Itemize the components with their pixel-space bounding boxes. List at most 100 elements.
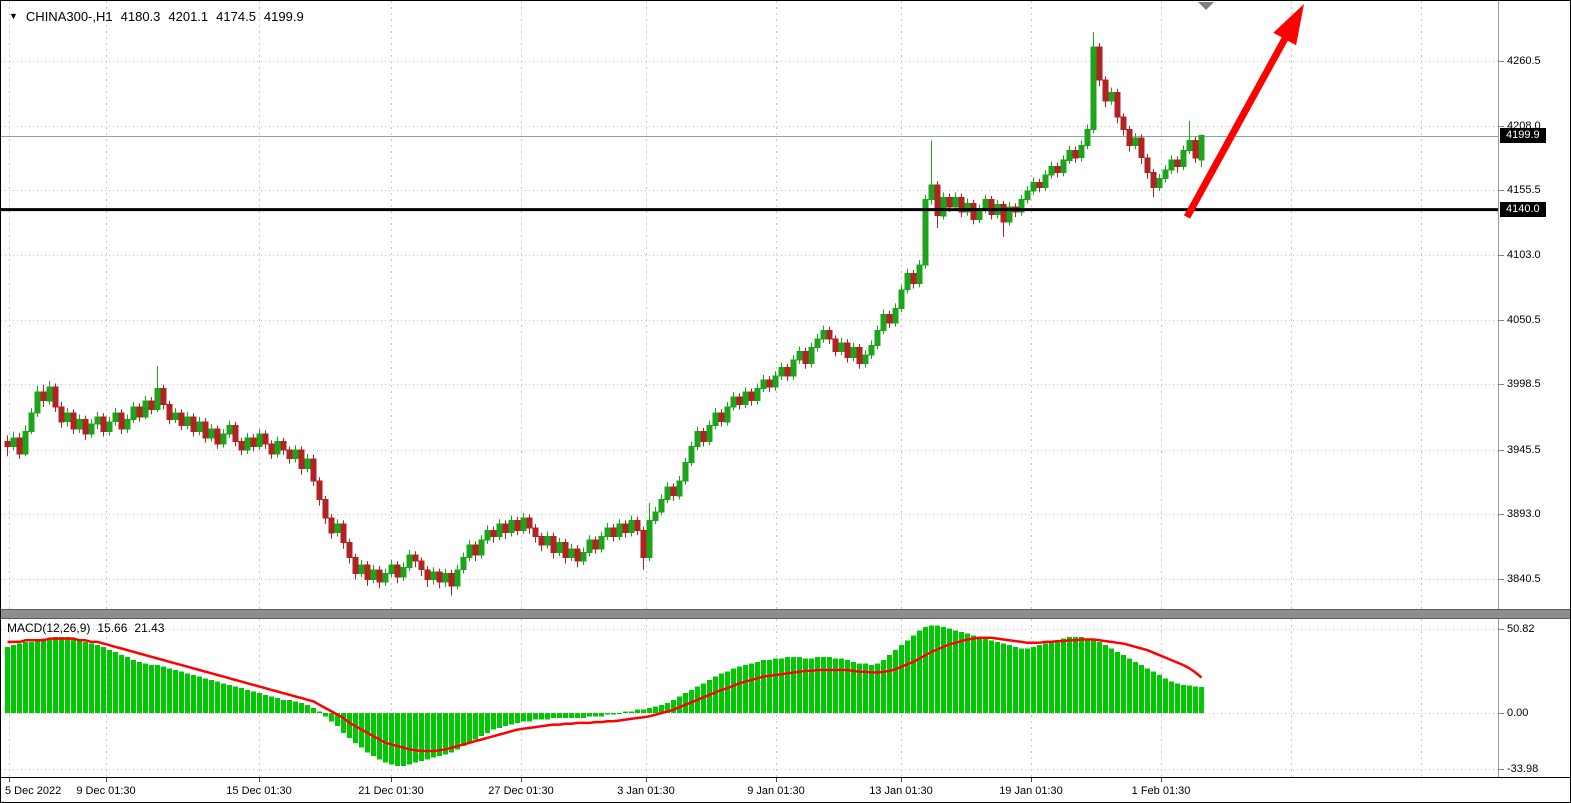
macd-histogram-bar (677, 696, 682, 713)
macd-histogram-bar (209, 680, 214, 714)
bearish-candle (448, 573, 455, 587)
bearish-candle (1054, 165, 1061, 174)
macd-histogram-bar (449, 713, 454, 753)
bearish-candle (640, 529, 647, 558)
macd-histogram-bar (503, 713, 508, 727)
bullish-candle (742, 391, 749, 405)
macd-histogram-bar (191, 675, 196, 713)
macd-histogram-bar (785, 656, 790, 713)
bullish-candle (508, 519, 515, 534)
bearish-candle (574, 548, 581, 562)
macd-histogram-bar (623, 711, 628, 714)
bearish-candle (826, 330, 833, 340)
bullish-candle (928, 184, 935, 201)
macd-histogram-bar (671, 699, 676, 713)
macd-histogram-bar (497, 713, 502, 728)
panel-separator[interactable] (1, 609, 1570, 619)
bearish-candle (238, 441, 245, 451)
macd-histogram-bar (155, 665, 160, 713)
macd-histogram-bar (1139, 665, 1144, 713)
macd-histogram-bar (1145, 668, 1150, 713)
macd-axis-label: -33.98 (1507, 763, 1539, 776)
bullish-candle (466, 544, 473, 558)
macd-histogram-bar (323, 713, 328, 717)
dropdown-triangle-icon[interactable]: ▼ (9, 11, 18, 21)
bearish-candle (70, 412, 77, 430)
macd-histogram-bar (167, 668, 172, 713)
macd-histogram-bar (1067, 637, 1072, 713)
bearish-candle (844, 342, 851, 359)
price-axis[interactable]: 4199.9 4140.0 4260.5 4208.0 4155.5 4103.0 40… (1498, 1, 1570, 609)
macd-histogram-bar (149, 665, 154, 713)
bullish-candle (904, 273, 911, 291)
macd-histogram-bar (863, 663, 868, 713)
bullish-candle (760, 379, 767, 389)
bearish-candle (490, 529, 497, 537)
macd-histogram-bar (1091, 640, 1096, 713)
bullish-candle (496, 523, 503, 537)
bullish-candle (1006, 206, 1013, 223)
macd-histogram-bar (311, 708, 316, 714)
trend-arrow-shaft[interactable] (1183, 32, 1291, 219)
symbol-period-label: CHINA300-,H1 (25, 9, 113, 24)
bullish-candle (46, 386, 53, 402)
time-axis[interactable]: 5 Dec 2022 9 Dec 01:30 15 Dec 01:30 21 Dec … (1, 777, 1570, 802)
chart-shift-marker-icon[interactable] (1198, 2, 1214, 10)
macd-axis[interactable]: 50.82 0.00 -33.98 (1498, 619, 1570, 777)
macd-histogram-bar (1061, 638, 1066, 713)
hline-price-tag: 4140.0 (1500, 201, 1546, 217)
bullish-candle (1060, 159, 1067, 173)
macd-histogram-bar (1193, 686, 1198, 714)
bullish-candle (124, 418, 131, 430)
time-axis-tick (106, 778, 107, 782)
macd-histogram-bar (941, 627, 946, 714)
bullish-candle (1048, 165, 1055, 176)
price-axis-label: 3998.5 (1507, 378, 1541, 391)
bearish-candle (514, 519, 521, 531)
trend-arrow-head[interactable] (1273, 4, 1304, 46)
bearish-candle (538, 536, 545, 546)
bullish-candle (1024, 190, 1031, 201)
macd-histogram-bar (431, 713, 436, 758)
macd-histogram-bar (977, 637, 982, 713)
macd-histogram-bar (125, 656, 130, 713)
bearish-candle (970, 202, 977, 220)
bullish-candle (1132, 137, 1139, 146)
macd-histogram-bar (887, 655, 892, 714)
bearish-candle (214, 428, 221, 445)
bearish-candle (472, 544, 479, 556)
macd-histogram-bar (911, 635, 916, 713)
price-chart-canvas[interactable] (1, 1, 1498, 609)
bullish-candle (220, 433, 227, 445)
macd-histogram-bar (731, 668, 736, 713)
bearish-candle (622, 523, 629, 534)
time-axis-tick (391, 778, 392, 782)
bullish-candle (454, 569, 461, 587)
bearish-candle (1120, 116, 1127, 130)
bullish-candle (682, 462, 689, 482)
macd-histogram-bar (269, 696, 274, 713)
bearish-candle (670, 486, 677, 497)
time-axis-tick (1031, 778, 1032, 782)
macd-histogram-bar (29, 641, 34, 713)
macd-histogram-bar (353, 713, 358, 743)
time-axis-label: 27 Dec 01:30 (488, 785, 554, 797)
bullish-candle (400, 566, 407, 578)
macd-histogram-bar (329, 713, 334, 722)
bullish-candle (304, 458, 311, 470)
bearish-candle (1144, 157, 1151, 174)
price-axis-label: 4155.5 (1507, 184, 1541, 197)
bearish-candle (550, 536, 557, 553)
macd-histogram-bar (1055, 640, 1060, 713)
macd-histogram-bar (917, 630, 922, 714)
bullish-candle (724, 406, 731, 423)
macd-canvas[interactable] (1, 619, 1498, 777)
chart-title: ▼ CHINA300-,H1 4180.3 4201.1 4174.5 4199… (9, 9, 304, 24)
macd-histogram-bar (53, 637, 58, 713)
macd-histogram-bar (1025, 648, 1030, 713)
macd-histogram-bar (839, 658, 844, 714)
macd-histogram-bar (1007, 645, 1012, 713)
bullish-candle (706, 425, 713, 442)
bullish-candle (64, 412, 71, 423)
bullish-candle (952, 196, 959, 208)
